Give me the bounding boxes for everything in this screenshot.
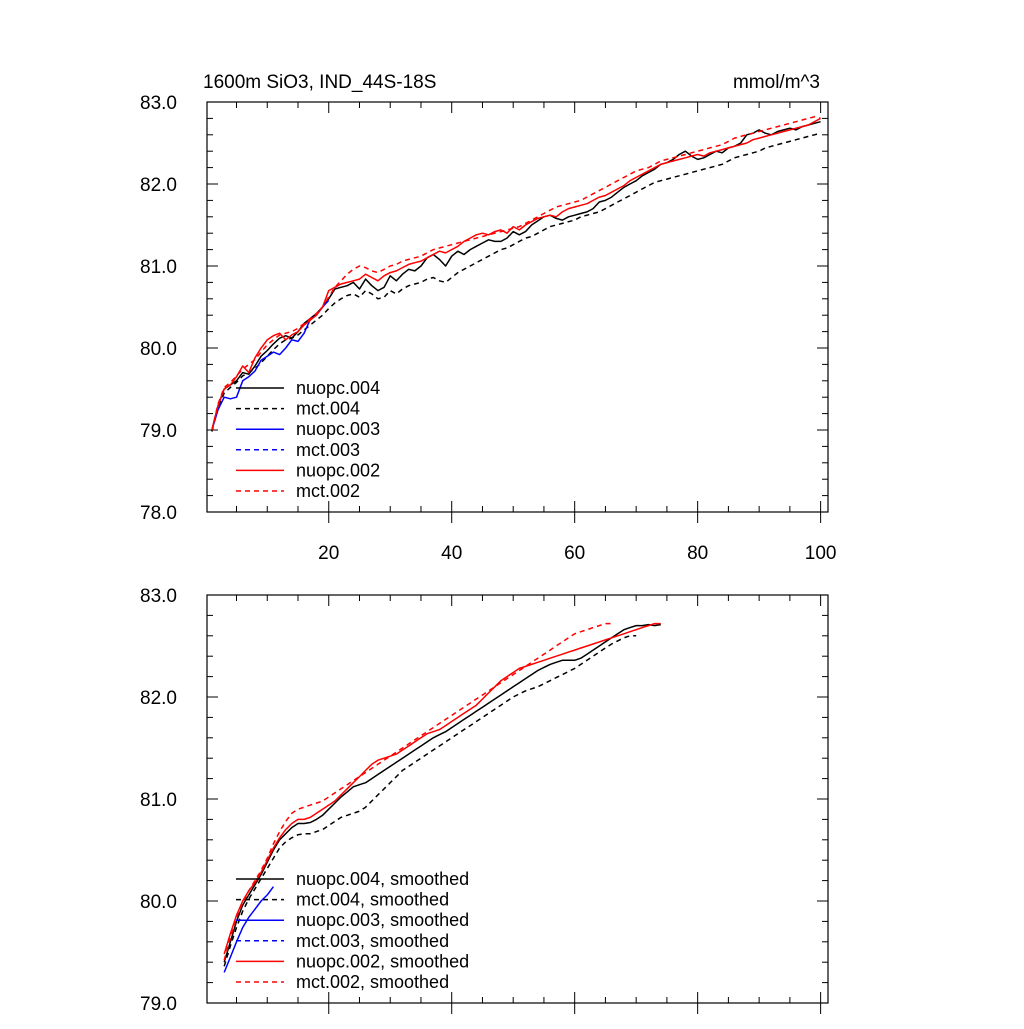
y-tick-label: 78.0 — [140, 503, 177, 524]
y-tick-label: 81.0 — [140, 257, 177, 278]
legend-label: nuopc.003 — [296, 419, 380, 439]
legend-label: nuopc.002, smoothed — [296, 951, 469, 971]
x-tick-label: 40 — [441, 543, 462, 564]
legend-label: nuopc.004 — [296, 378, 380, 398]
legend-label: nuopc.003, smoothed — [296, 910, 469, 930]
series-line-mct-002-smoothed — [223, 622, 612, 961]
x-tick-label: 20 — [318, 543, 339, 564]
series-line-nuopc-004-smoothed — [223, 623, 661, 963]
y-tick-label: 79.0 — [140, 994, 177, 1015]
series-line-nuopc-004 — [211, 120, 821, 431]
y-tick-label: 82.0 — [140, 688, 177, 709]
y-tick-label: 79.0 — [140, 421, 177, 442]
legend-label: nuopc.004, smoothed — [296, 869, 469, 889]
y-tick-label: 83.0 — [140, 586, 177, 607]
y-tick-label: 80.0 — [140, 339, 177, 360]
series-line-mct-002 — [211, 116, 821, 431]
legend-label: mct.004 — [296, 399, 360, 419]
x-tick-label: 100 — [805, 543, 837, 564]
legend-label: mct.003, smoothed — [296, 931, 449, 951]
y-tick-label: 83.0 — [140, 93, 177, 114]
series-line-nuopc-003-smoothed — [223, 886, 275, 973]
legend-label: mct.002, smoothed — [296, 972, 449, 992]
x-tick-label: 80 — [687, 543, 708, 564]
y-tick-label: 82.0 — [140, 175, 177, 196]
series-line-nuopc-002 — [211, 117, 821, 431]
legend-label: mct.003 — [296, 440, 360, 460]
legend-label: nuopc.002 — [296, 460, 380, 480]
series-line-nuopc-002-smoothed — [223, 622, 661, 955]
x-tick-label: 60 — [564, 543, 585, 564]
plot-frame-1 — [206, 101, 829, 513]
chart-title: 1600m SiO3, IND_44S-18S — [203, 72, 436, 93]
y-tick-label: 80.0 — [140, 892, 177, 913]
y-tick-label: 81.0 — [140, 790, 177, 811]
series-line-mct-004-smoothed — [223, 635, 637, 967]
legend-label: mct.004, smoothed — [296, 890, 449, 910]
legend-label: mct.002 — [296, 481, 360, 501]
series-line-mct-004 — [211, 132, 821, 432]
chart-units-label: mmol/m^3 — [733, 72, 820, 93]
